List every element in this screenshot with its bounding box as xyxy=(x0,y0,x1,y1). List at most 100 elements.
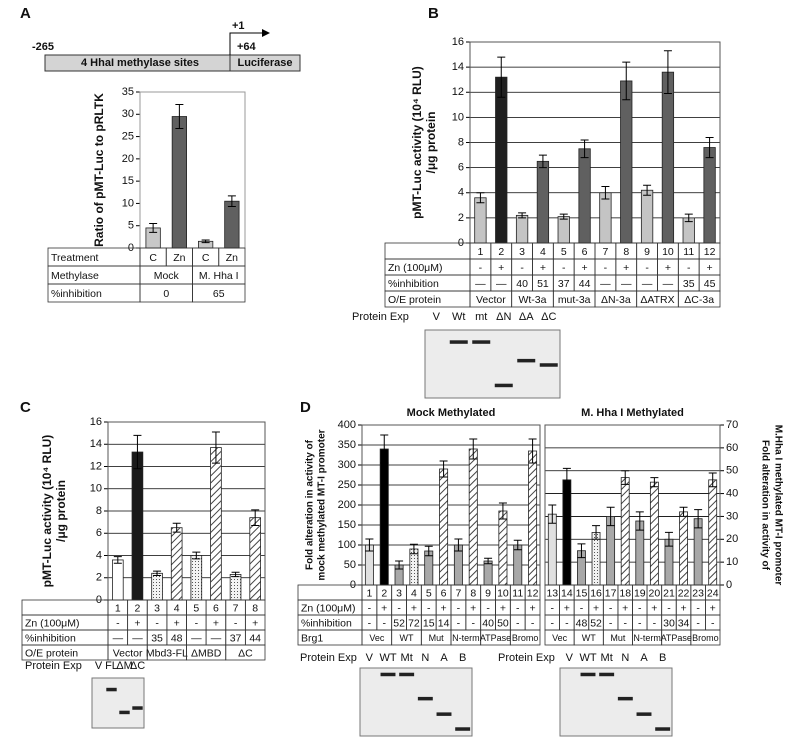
lane-label: V xyxy=(433,311,441,323)
row-label: %inhibition xyxy=(25,632,76,644)
row-label: Zn (100μM) xyxy=(25,617,79,629)
table-text: 14 xyxy=(438,617,450,629)
table-text: + xyxy=(411,602,417,614)
table-text: — xyxy=(621,278,632,290)
table-text: 1 xyxy=(477,246,483,258)
table-text: 50 xyxy=(497,617,509,629)
table-text: - xyxy=(696,617,700,629)
bar xyxy=(528,450,538,586)
y-tick-label: 50 xyxy=(344,559,356,571)
error-bar xyxy=(528,438,537,464)
table-text: 4 xyxy=(411,587,417,599)
error-bar xyxy=(424,545,433,557)
table-text: 7 xyxy=(602,246,608,258)
table-text: Bromo xyxy=(692,633,719,643)
bar xyxy=(210,447,222,601)
panel-letter: A xyxy=(20,5,31,22)
table-text: 8 xyxy=(252,602,258,614)
table-text: - xyxy=(116,617,120,629)
lane-label: Wt xyxy=(452,311,465,323)
y-tick-label: 20 xyxy=(726,533,738,545)
table-text: 8 xyxy=(470,587,476,599)
table-text: - xyxy=(562,262,566,274)
row-label: O/E protein xyxy=(388,294,441,306)
error-bar xyxy=(606,506,615,527)
table-text: + xyxy=(381,602,387,614)
table-text: 21 xyxy=(663,587,675,599)
table-text: N-term xyxy=(452,633,480,643)
table-text: C xyxy=(202,252,210,264)
lane-label: V xyxy=(566,652,574,664)
table-text: 45 xyxy=(704,278,716,290)
error-bar xyxy=(211,431,220,464)
gel-band xyxy=(655,727,671,731)
lane-label: mt xyxy=(475,311,487,323)
gel-band xyxy=(636,712,652,716)
lane-label: ΔC xyxy=(541,311,556,323)
bar xyxy=(224,200,240,249)
table-text: 37 xyxy=(558,278,570,290)
bar xyxy=(495,76,508,244)
bar xyxy=(693,518,703,586)
chart-title: M. Hha I Methylated xyxy=(581,407,684,419)
y-tick-label: 10 xyxy=(452,111,464,123)
y-tick-label: 5 xyxy=(128,220,134,232)
error-bar xyxy=(684,213,693,223)
lane-label: FL xyxy=(105,660,118,672)
error-bar xyxy=(577,543,586,559)
bar xyxy=(620,80,633,244)
table-text: mut-3a xyxy=(558,294,591,306)
row-label: O/E protein xyxy=(25,647,78,659)
error-bar xyxy=(153,570,162,577)
row-label: %inhibition xyxy=(388,278,439,290)
table-text: 35 xyxy=(683,278,695,290)
table-text: + xyxy=(500,602,506,614)
bar xyxy=(661,71,675,244)
protein-exp-label: Protein Exp xyxy=(352,311,409,323)
table-text: 35 xyxy=(151,632,163,644)
gel-band xyxy=(517,358,536,363)
table-text: 20 xyxy=(649,587,661,599)
lane-label: N xyxy=(421,652,429,664)
table-text: - xyxy=(711,617,715,629)
lane-label: ΔC xyxy=(130,660,145,672)
y-tick-label: 6 xyxy=(458,162,464,174)
gel-band xyxy=(436,712,452,716)
table-text: 2 xyxy=(381,587,387,599)
error-bar xyxy=(231,571,240,578)
table-text: M. Hha I xyxy=(199,270,239,282)
construct-diagram: -265 4 HhaI methylase sites +1 +64 Lucif… xyxy=(32,20,301,72)
chart-title: Mock Methylated xyxy=(407,407,496,419)
table-text: 18 xyxy=(619,587,631,599)
error-bar xyxy=(201,239,210,244)
gel-band xyxy=(617,696,633,701)
table-text: 11 xyxy=(512,587,523,599)
construct-end: +64 xyxy=(237,41,257,53)
table-text: Zn xyxy=(226,252,238,264)
gel-band xyxy=(539,363,558,367)
error-bar xyxy=(498,502,507,520)
bar xyxy=(620,477,630,586)
table-text: + xyxy=(593,602,599,614)
table-text: - xyxy=(687,262,691,274)
table-text: 7 xyxy=(233,602,239,614)
table-text: - xyxy=(653,617,657,629)
lane-label: A xyxy=(440,652,448,664)
table-text: - xyxy=(516,617,520,629)
gel-band xyxy=(455,727,471,731)
construct-bar xyxy=(44,54,301,72)
gel-band xyxy=(119,710,130,715)
table-text: — xyxy=(211,632,222,644)
gel-band xyxy=(132,706,143,710)
error-bar xyxy=(538,154,547,169)
table-text: 0 xyxy=(163,288,169,300)
y-tick-label: 30 xyxy=(726,510,738,522)
protein-exp-label: Protein Exp xyxy=(498,652,555,664)
error-bar xyxy=(643,184,652,196)
table-text: 65 xyxy=(213,288,225,300)
table-text: Zn xyxy=(173,252,185,264)
y-axis-label: pMT-Luc activity (10⁴ RLU) xyxy=(40,435,54,588)
table-text: ATPase xyxy=(661,633,692,643)
table-text: 44 xyxy=(249,632,261,644)
error-bar xyxy=(454,538,463,552)
